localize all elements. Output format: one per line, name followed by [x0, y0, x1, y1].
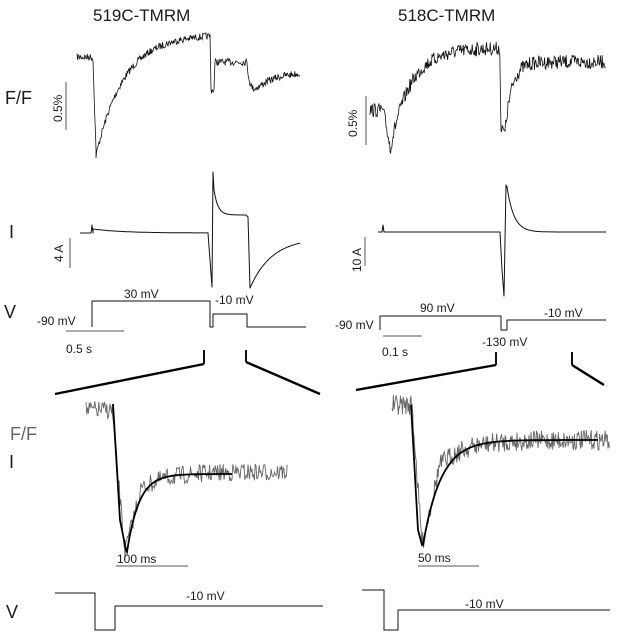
i-zoom-row-label: I: [9, 452, 14, 472]
voltage-row-label: V: [4, 302, 16, 322]
right-current-scale-label: 10 A: [350, 248, 364, 272]
left-zoom-current-fit: [112, 403, 232, 555]
right-panel-title: 518C-TMRM: [398, 6, 495, 25]
right-zoom-line-a: [355, 363, 497, 392]
right-zoom-time-scale-label: 50 ms: [418, 551, 451, 565]
ff-row-label: F/F: [5, 88, 32, 108]
left-step-voltage-label: 30 mV: [124, 287, 159, 301]
left-current-trace: [80, 171, 301, 289]
left-bottom-voltage-protocol: [55, 592, 323, 631]
left-voltage-protocol: [91, 300, 306, 328]
right-step-voltage-label: 90 mV: [420, 301, 455, 315]
right-fluor-scale-label: 0.5%: [346, 109, 360, 137]
left-zoom-line-a: [54, 362, 205, 396]
left-zoom-time-scale-label: 100 ms: [117, 552, 156, 566]
left-hold-voltage-label: -90 mV: [37, 314, 76, 328]
left-test-voltage-label: -10 mV: [215, 293, 254, 307]
right-fluorescence-trace: [369, 41, 606, 154]
right-current-trace: [378, 184, 606, 297]
right-bottom-voltage-protocol: [362, 589, 610, 631]
left-panel-title: 519C-TMRM: [93, 6, 190, 25]
right-zoom-current-fit: [410, 404, 598, 546]
right-bottom-voltage-label: -10 mV: [465, 597, 504, 611]
right-time-scale-label: 0.1 s: [382, 345, 408, 359]
current-row-label: I: [9, 222, 14, 242]
right-hyper-voltage-label: -130 mV: [482, 335, 527, 349]
left-bottom-voltage-label: -10 mV: [186, 589, 225, 603]
voltage-bottom-row-label: V: [6, 602, 18, 622]
left-fluorescence-trace: [76, 32, 300, 159]
right-hold-voltage-label: -90 mV: [335, 318, 374, 332]
left-time-scale-label: 0.5 s: [66, 342, 92, 356]
right-voltage-protocol: [379, 315, 606, 331]
ff-zoom-row-label: F/F: [10, 424, 37, 444]
left-current-scale-label: 4 A: [52, 245, 66, 262]
left-fluor-scale-label: 0.5%: [51, 94, 65, 122]
right-zoom-fluorescence-trace: [391, 394, 610, 548]
right-zoom-line-b: [571, 363, 605, 387]
left-zoom-fluorescence-trace: [85, 401, 288, 560]
left-zoom-line-b: [245, 360, 321, 396]
right-test-voltage-label: -10 mV: [544, 306, 583, 320]
